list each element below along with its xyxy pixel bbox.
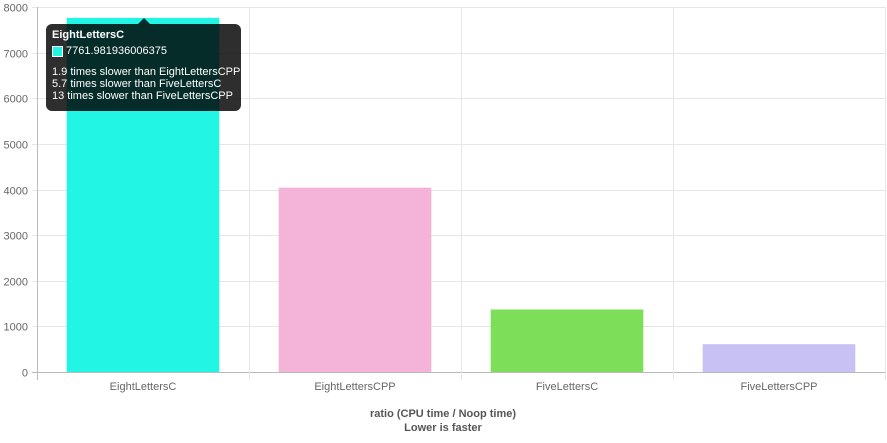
y-tick-label: 5000 [4, 140, 28, 152]
tooltip-value: 7761.981936006375 [66, 45, 167, 57]
x-tick-label: FiveLettersCPP [740, 381, 817, 393]
bar-FiveLettersC[interactable] [490, 309, 644, 372]
y-tick-label: 4000 [4, 186, 28, 198]
tooltip-color-swatch [52, 45, 63, 57]
y-tick-label: 2000 [4, 277, 28, 289]
y-tick-label: 8000 [4, 3, 28, 15]
tooltip-line: 5.7 times slower than FiveLettersC [52, 78, 222, 90]
y-tick-label: 3000 [4, 231, 28, 243]
y-axis-ticks: 0 1000 2000 3000 4000 5000 6000 7000 8000 [4, 3, 28, 380]
y-tick-label: 0 [22, 368, 28, 380]
y-tick-label: 1000 [4, 322, 28, 334]
x-axis-title: ratio (CPU time / Noop time) [370, 408, 516, 420]
bar-tooltip: EightLettersC 7761.981936006375 1.9 time… [46, 18, 241, 111]
x-tick-label: FiveLettersC [536, 381, 598, 393]
x-tick-label: EightLettersCPP [314, 381, 395, 393]
tooltip-value-row: 7761.981936006375 [52, 45, 235, 57]
y-tick-label: 7000 [4, 49, 28, 61]
tooltip-caret [138, 18, 150, 24]
x-axis-subtitle: Lower is faster [404, 422, 482, 434]
y-tick-label: 6000 [4, 94, 28, 106]
bar-EightLettersCPP[interactable] [278, 187, 432, 372]
x-tick-label: EightLettersC [110, 381, 177, 393]
bar-FiveLettersCPP[interactable] [702, 344, 856, 372]
tooltip-line: 13 times slower than FiveLettersCPP [52, 90, 233, 102]
x-axis-ticks: EightLettersC EightLettersCPP FiveLettersC… [110, 381, 818, 393]
tooltip-line: 1.9 times slower than EightLettersCPP [52, 66, 241, 78]
tooltip-title: EightLettersC [52, 29, 125, 41]
